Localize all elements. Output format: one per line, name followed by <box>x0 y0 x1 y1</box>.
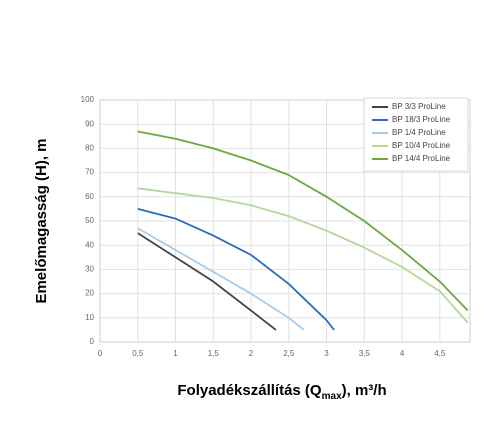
x-axis-label: Folyadékszállítás (Qmax), m³/h <box>177 382 386 402</box>
y-tick-label: 60 <box>85 192 94 201</box>
x-tick-label: 2,5 <box>283 349 295 358</box>
x-tick-label: 2 <box>249 349 254 358</box>
y-tick-label: 100 <box>81 95 95 104</box>
y-tick-label: 50 <box>85 216 94 225</box>
y-tick-label: 90 <box>85 119 94 128</box>
x-tick-label: 0 <box>98 349 103 358</box>
y-tick-label: 70 <box>85 168 94 177</box>
line <box>137 130 469 312</box>
y-tick-label: 20 <box>85 289 94 298</box>
x-tick-label: 4 <box>400 349 405 358</box>
y-tick-label: 40 <box>85 240 94 249</box>
legend-label: BP 3/3 ProLine <box>392 102 446 111</box>
x-axis-label-part: ), m³/h <box>342 382 387 399</box>
y-tick-label: 80 <box>85 144 94 153</box>
legend-label: BP 14/4 ProLine <box>392 154 451 163</box>
legend-label: BP 18/3 ProLine <box>392 115 451 124</box>
y-tick-label: 0 <box>90 337 95 346</box>
x-tick-label: 1,5 <box>208 349 220 358</box>
y-tick-label: 30 <box>85 265 94 274</box>
line <box>137 232 277 331</box>
legend-label: BP 1/4 ProLine <box>392 128 446 137</box>
x-tick-label: 1 <box>173 349 178 358</box>
x-axis-label-part: Folyadékszállítás (Q <box>177 382 322 399</box>
x-tick-label: 4,5 <box>434 349 446 358</box>
legend-label: BP 10/4 ProLine <box>392 141 451 150</box>
y-axis-label: Emelőmagasság (H), m <box>33 138 50 303</box>
x-axis-label-sub: max <box>322 391 342 402</box>
x-tick-label: 3 <box>324 349 329 358</box>
line <box>137 187 469 324</box>
x-tick-label: 0,5 <box>132 349 144 358</box>
plot-frame <box>99 99 471 343</box>
line <box>137 208 335 331</box>
line <box>137 227 305 331</box>
x-tick-label: 3,5 <box>359 349 371 358</box>
y-tick-label: 10 <box>85 313 94 322</box>
